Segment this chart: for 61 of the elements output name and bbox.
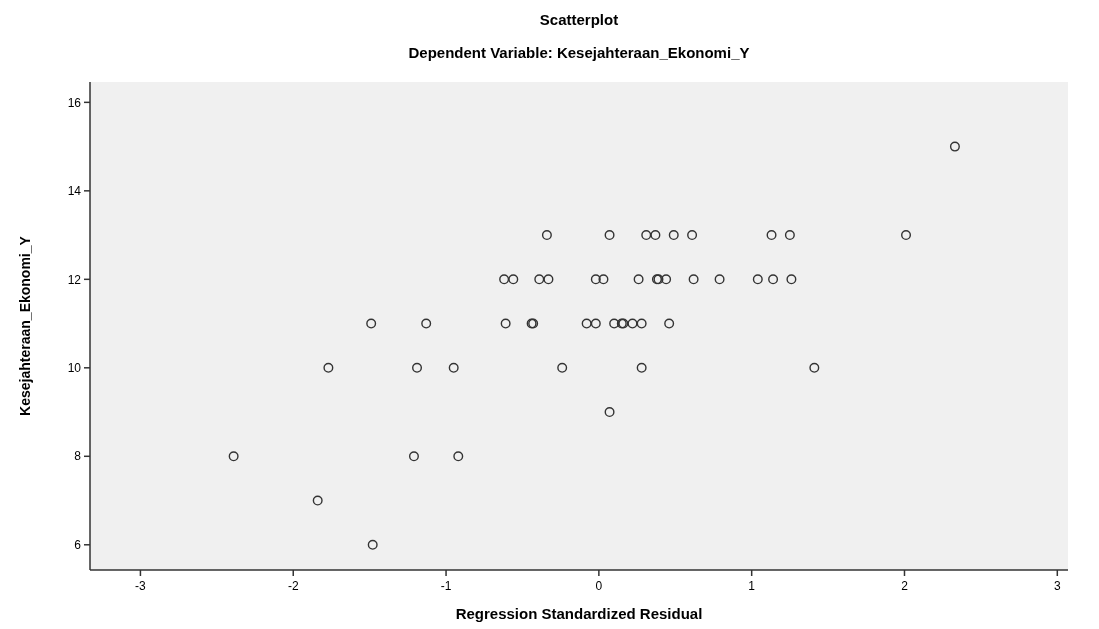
point xyxy=(534,274,545,285)
point xyxy=(590,274,601,285)
chart-subtitle: Dependent Variable: Kesejahteraan_Ekonomi_Y xyxy=(408,44,750,61)
chart-title: Scatterplot xyxy=(539,11,619,28)
point xyxy=(421,318,432,329)
point xyxy=(604,230,615,241)
point xyxy=(901,230,912,241)
point xyxy=(768,274,779,285)
x-tick-label: 1 xyxy=(748,579,756,593)
point xyxy=(636,318,647,329)
x-tick-label: -1 xyxy=(440,579,452,593)
point xyxy=(784,230,795,241)
point xyxy=(581,318,592,329)
point xyxy=(508,274,519,285)
point xyxy=(453,451,464,462)
point xyxy=(752,274,763,285)
point xyxy=(557,362,568,373)
point xyxy=(500,318,511,329)
point xyxy=(636,362,647,373)
point xyxy=(766,230,777,241)
point xyxy=(604,407,615,418)
point xyxy=(367,539,378,550)
point xyxy=(312,495,323,506)
point xyxy=(627,318,638,329)
y-tick-label: 14 xyxy=(67,184,82,199)
point xyxy=(641,230,652,241)
point xyxy=(661,274,672,285)
point xyxy=(687,230,698,241)
point xyxy=(598,274,609,285)
point xyxy=(668,230,679,241)
x-tick-label: 0 xyxy=(595,579,603,593)
y-tick-label: 10 xyxy=(67,361,82,376)
x-tick-label: 3 xyxy=(1053,579,1061,593)
point xyxy=(590,318,601,329)
point xyxy=(664,318,675,329)
y-tick-label: 6 xyxy=(74,537,82,552)
x-axis-title: Regression Standardized Residual xyxy=(455,605,703,622)
x-tick-label: -2 xyxy=(287,579,299,593)
y-tick-label: 8 xyxy=(74,449,82,464)
point xyxy=(543,274,554,285)
point xyxy=(809,362,820,373)
point xyxy=(714,274,725,285)
point xyxy=(541,230,552,241)
point xyxy=(650,230,661,241)
point xyxy=(949,141,960,152)
y-tick-label: 12 xyxy=(67,272,82,287)
point xyxy=(228,451,239,462)
point xyxy=(448,362,459,373)
point xyxy=(633,274,644,285)
y-tick-label: 16 xyxy=(67,95,82,110)
point xyxy=(366,318,377,329)
point xyxy=(323,362,334,373)
y-axis-title: Kesejahteraan_Ekonomi_Y xyxy=(17,235,33,416)
point xyxy=(609,318,620,329)
point xyxy=(412,362,423,373)
x-tick-label: 2 xyxy=(901,579,909,593)
point xyxy=(688,274,699,285)
point xyxy=(499,274,510,285)
point xyxy=(786,274,797,285)
x-tick-label: -3 xyxy=(135,579,147,593)
point xyxy=(408,451,419,462)
